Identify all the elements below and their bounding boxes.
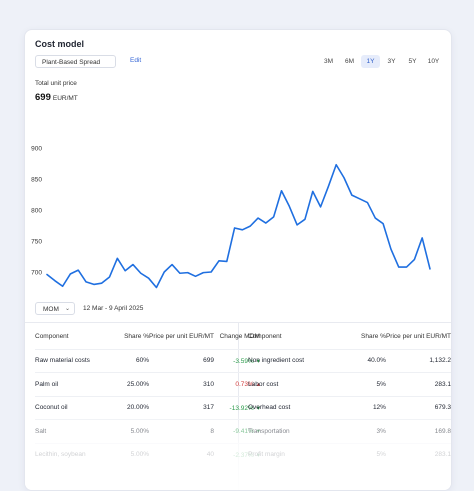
period-select[interactable]: MOM ⌄ [35, 302, 75, 315]
table-row[interactable]: Lecithin, soybean 5.00% 40 -2.37% ▾ [35, 442, 261, 466]
price-cell-text: 40 [206, 451, 215, 459]
range-10y-button[interactable]: 10Y [427, 58, 440, 65]
range-1y-button[interactable]: 1Y [361, 55, 380, 68]
component-name-text: Raw material costs [35, 357, 90, 365]
price-cell: 169.8 [385, 419, 451, 443]
product-select[interactable]: Plant-Based Spread [35, 55, 116, 68]
table-row[interactable]: Labor cost 5% 283.1 [248, 372, 451, 396]
range-3m-button[interactable]: 3M [323, 58, 334, 65]
share-cell: 5% [356, 442, 386, 466]
price-cell: 679.3 [385, 395, 451, 420]
share-cell-text: 20.00% [126, 404, 149, 412]
table-row[interactable]: Palm oil 25.00% 310 0.73% ▴ [35, 372, 261, 396]
y-tick-label: 800 [31, 208, 42, 215]
metric-unit: EUR/MT [52, 95, 78, 102]
component-name: Palm oil [35, 372, 117, 396]
table-header-row: Component Share % Price per unit EUR/MT [248, 326, 451, 349]
column-header-share: Share % [124, 333, 149, 341]
share-cell: 5% [356, 372, 386, 396]
metric-label: Total unit price [35, 80, 77, 87]
price-cell-text: 8 [210, 427, 215, 435]
table-row[interactable]: Profit margin 5% 283.1 [248, 442, 451, 466]
price-cell: 283.1 [385, 442, 451, 466]
y-tick-label: 750 [31, 239, 42, 246]
share-cell: 20.00% [117, 395, 149, 420]
table-row[interactable]: Non ingredient cost 40.0% 1,132.2 [248, 348, 451, 373]
change-value: 0.73% [235, 381, 254, 389]
price-cell: 310 [149, 372, 215, 396]
component-name-text: Coconut oil [35, 404, 68, 412]
share-cell-text: 5.00% [130, 451, 149, 459]
table-row[interactable]: Overhead cost 12% 679.3 [248, 395, 451, 420]
price-cell-text: 699 [203, 357, 215, 365]
component-name: Coconut oil [35, 395, 117, 420]
column-header-component: Component [35, 333, 69, 341]
share-cell: 25.00% [117, 372, 149, 396]
column-header-change: Change MOM [219, 333, 261, 341]
table-row[interactable]: Salt 5.00% 8 -9.41% ▾ [35, 419, 261, 443]
table-header-row: Component Share % Price per unit EUR/MT … [35, 326, 260, 349]
y-tick-label: 900 [31, 146, 42, 153]
share-cell-text: 5.00% [130, 427, 149, 435]
price-cell: 1,132.2 [385, 348, 451, 373]
share-cell: 3% [356, 419, 386, 443]
range-5y-button[interactable]: 5Y [408, 58, 417, 65]
component-name-text: Lecithin, soybean [35, 451, 86, 459]
component-name-text: Salt [35, 427, 47, 435]
component-name-text: Palm oil [35, 380, 59, 388]
component-name: Labor cost [248, 372, 357, 396]
share-cell: 5.00% [117, 442, 149, 466]
price-series-line [46, 163, 431, 289]
card-title: Cost model [35, 39, 85, 49]
period-select-value: MOM [43, 306, 59, 313]
range-selector: 3M 6M 1Y 3Y 5Y 10Y [318, 55, 443, 68]
change-value: -3.59% [233, 357, 254, 365]
column-header-price: Price per unit EUR/MT [149, 333, 215, 341]
price-cell: 317 [149, 395, 215, 420]
column-header-component: Component [248, 333, 282, 341]
component-name: Transportation [248, 419, 357, 443]
y-tick-label: 700 [31, 270, 42, 277]
change-value: -13.92% [229, 404, 254, 412]
share-cell: 12% [356, 395, 386, 420]
price-cell: 40 [149, 442, 215, 466]
share-cell: 5.00% [117, 419, 149, 443]
edit-link[interactable]: Edit [130, 57, 142, 64]
date-range: 12 Mar - 9 April 2025 [83, 305, 144, 312]
price-line-chart: 900850800750700650May '24Jun '24Jul '24A… [31, 146, 431, 289]
share-cell-text: 25.00% [126, 380, 149, 388]
price-cell: 283.1 [385, 372, 451, 396]
column-header-price: Price per unit EUR/MT [385, 333, 451, 341]
component-name: Overhead cost [248, 395, 357, 420]
column-header-share: Share % [361, 333, 386, 341]
component-name: Salt [35, 419, 117, 443]
component-name: Raw material costs [35, 348, 117, 373]
price-cell-text: 310 [203, 380, 215, 388]
component-name: Non ingredient cost [248, 348, 357, 373]
chevron-down-icon: ⌄ [64, 306, 70, 312]
table-row[interactable]: Raw material costs 60% 699 -3.59% ▾ [35, 348, 261, 373]
y-tick-label: 850 [31, 177, 42, 184]
metric-number: 699 [35, 92, 51, 103]
cost-model-card: Cost model Plant-Based Spread Edit 3M 6M… [24, 29, 452, 491]
price-cell-text: 317 [203, 404, 215, 412]
component-name: Lecithin, soybean [35, 442, 117, 466]
raw-material-table: Component Share % Price per unit EUR/MT … [35, 326, 261, 466]
metric-value: 699 EUR/MT [35, 92, 78, 103]
non-ingredient-table: Component Share % Price per unit EUR/MT … [248, 326, 451, 466]
divider [25, 322, 451, 323]
component-name: Profit margin [248, 442, 357, 466]
range-3y-button[interactable]: 3Y [387, 58, 396, 65]
share-cell-text: 60% [135, 357, 149, 365]
table-row[interactable]: Coconut oil 20.00% 317 -13.92% ▾ [35, 395, 261, 420]
range-6m-button[interactable]: 6M [344, 58, 355, 65]
share-cell: 60% [117, 348, 149, 373]
price-cell: 699 [149, 348, 215, 373]
price-cell: 8 [149, 419, 215, 443]
share-cell: 40.0% [356, 348, 386, 373]
table-row[interactable]: Transportation 3% 169.8 [248, 419, 451, 443]
